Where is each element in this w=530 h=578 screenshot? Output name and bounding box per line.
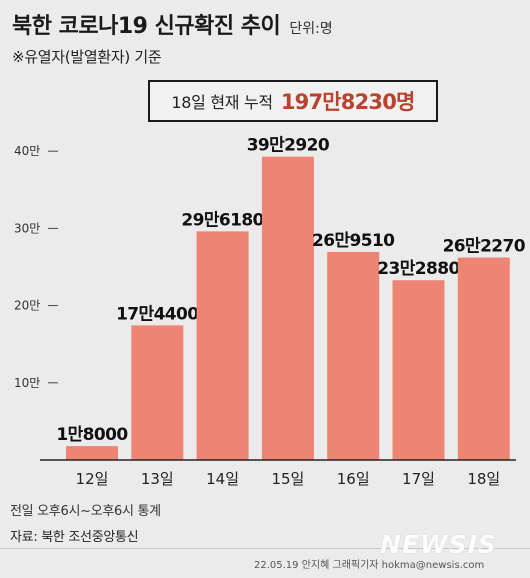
newsis-logo: NEWSIS — [380, 530, 497, 559]
divider — [0, 548, 530, 549]
y-tick-label: 10만 — [14, 376, 40, 390]
y-tick-label: 40만 — [14, 144, 40, 158]
bar — [131, 325, 184, 460]
x-tick-label: 13일 — [141, 470, 174, 488]
bar — [66, 446, 118, 460]
bar-chart: 10만 20만 30만 40만 1만8000 12일 17만4400 13일 29만6180 14… — [14, 136, 526, 488]
credit-line: 22.05.19 안지혜 그래픽기자 hokma@newsis.com — [254, 560, 485, 571]
bar-value-label: 26만2270 — [443, 237, 526, 257]
bar — [392, 280, 445, 460]
chart-title: 북한 코로나19 신규확진 추이 — [12, 14, 281, 39]
bar-value-label: 23만2880 — [377, 259, 460, 279]
y-tick-label: 20만 — [14, 299, 40, 313]
cumulative-value: 197만8230명 — [280, 90, 416, 114]
bar-value-label: 39만2920 — [247, 136, 330, 156]
x-tick-label: 15일 — [271, 470, 304, 488]
footnote: 전일 오후6시~오후6시 통계 — [10, 504, 161, 519]
x-tick-label: 16일 — [337, 470, 370, 488]
bar — [457, 257, 510, 460]
x-tick-label: 17일 — [402, 470, 435, 488]
cumulative-summary-box: 18일 현재 누적 197만8230명 — [148, 80, 438, 122]
bar — [261, 156, 314, 460]
source-note: 자료: 북한 조선중앙통신 — [10, 530, 139, 545]
bar-value-label: 29만6180 — [181, 210, 264, 230]
cumulative-label: 18일 현재 누적 — [171, 93, 273, 112]
unit-label: 단위:명 — [289, 21, 333, 37]
bar-value-label: 1만8000 — [56, 425, 128, 445]
x-tick-label: 18일 — [467, 470, 500, 488]
title-area: 북한 코로나19 신규확진 추이 단위:명 — [12, 8, 333, 40]
x-tick-label: 14일 — [206, 470, 239, 488]
bar-value-label: 17만4400 — [116, 304, 199, 324]
bar — [196, 231, 249, 460]
bar — [327, 251, 380, 460]
chart-subtitle: ※유열자(발열환자) 기준 — [12, 48, 162, 66]
x-tick-label: 12일 — [76, 470, 109, 488]
bar-value-label: 26만9510 — [312, 231, 395, 251]
y-tick-label: 30만 — [14, 221, 40, 235]
